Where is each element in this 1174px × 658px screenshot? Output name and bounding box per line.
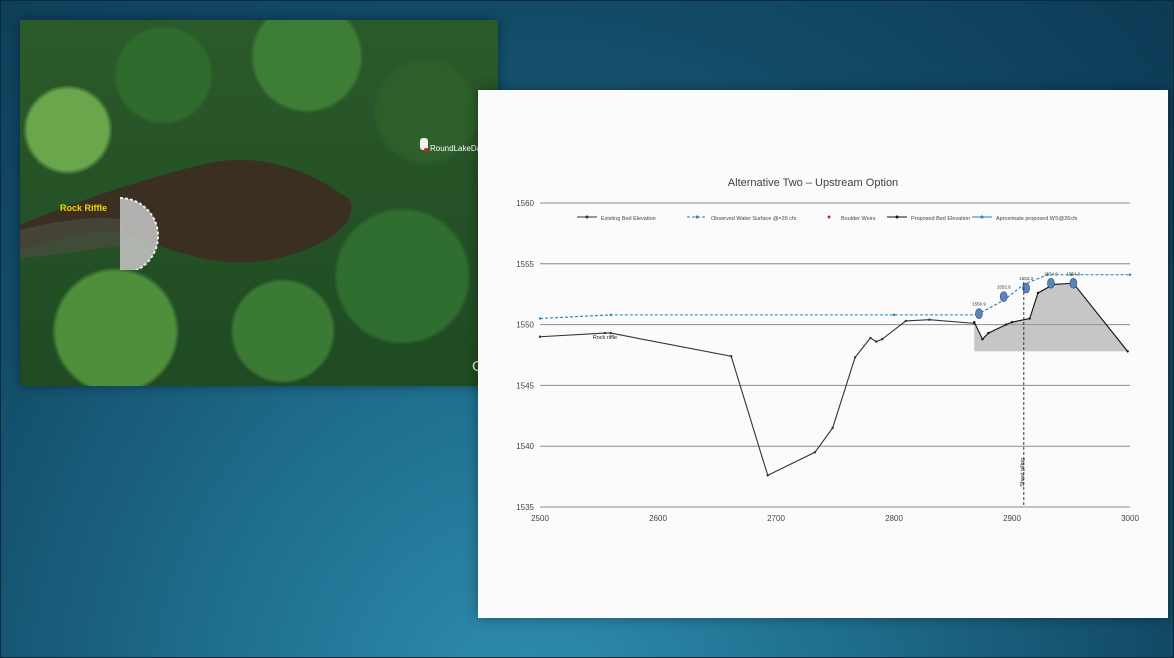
x-tick-label: 3000: [1121, 514, 1139, 523]
boulder-weir: [1069, 277, 1078, 289]
weir-label: 1554.0: [1044, 271, 1058, 276]
series-point: [538, 317, 542, 320]
series-line: [976, 274, 1130, 316]
weir-label: 1552.9: [997, 285, 1011, 290]
series-point: [766, 474, 769, 477]
series-point: [1036, 291, 1040, 295]
placemark-label: RoundLakeDam: [430, 144, 488, 153]
y-tick-label: 1550: [516, 321, 534, 330]
series-point: [875, 340, 878, 343]
weir-label: 1553.3: [1019, 276, 1033, 281]
river-shape: [20, 159, 352, 270]
chart-legend: Existing Bed Elevation Observed Water Sur…: [577, 215, 1078, 222]
chart-plot: 1550.9 1552.9 1553.3 1554.0 1554.0 Rock riffl…: [538, 271, 1132, 507]
series-point: [1128, 273, 1132, 276]
chart-title: Alternative Two – Upstream Option: [728, 177, 898, 189]
series-point: [928, 318, 931, 321]
chart-annotation: Sheet piling: [1020, 458, 1026, 487]
y-tick-label: 1545: [516, 381, 534, 390]
proposed-bed-fill: [974, 283, 1128, 352]
riffle-structure: [120, 198, 158, 270]
series-line: [973, 282, 1129, 352]
series-point: [831, 426, 834, 430]
series-point: [609, 313, 612, 317]
boulder-weir: [1022, 282, 1030, 294]
placemark-dot-icon: [424, 148, 428, 152]
series-point: [987, 331, 990, 335]
series-point: [609, 331, 612, 335]
series-point: [603, 331, 607, 335]
series-point: [973, 320, 976, 324]
series-point: [1004, 323, 1008, 326]
x-tick-label: 2600: [649, 514, 667, 523]
weir-label: 1554.0: [1066, 271, 1080, 276]
legend-entry: Boulder Weirs: [841, 216, 876, 222]
legend-marker-dot: [695, 215, 699, 219]
chart-grid: [540, 202, 1130, 508]
boulder-weir: [975, 308, 983, 319]
chart-ticks: 1535 1540 1545 1550 1555 1560 2500 2600 2700 2800…: [516, 199, 1139, 523]
series-point: [1028, 317, 1031, 320]
series-point: [853, 356, 857, 359]
x-tick-label: 2900: [1003, 514, 1021, 523]
x-tick-label: 2500: [531, 514, 549, 523]
legend-marker-dot: [895, 215, 899, 219]
aerial-photo: Rock Riffle RoundLakeDam Goo: [20, 20, 498, 386]
chart-panel: Alternative Two – Upstream Option Existi…: [478, 90, 1168, 618]
series-point: [981, 337, 984, 341]
legend-entry: Existing Bed Elevation: [601, 216, 656, 222]
x-tick-label: 2700: [767, 514, 785, 523]
weir-label: 1550.9: [972, 302, 986, 307]
series-point: [892, 313, 896, 317]
series-point: [538, 335, 542, 338]
series-point: [729, 355, 733, 358]
x-tick-label: 2800: [885, 514, 903, 523]
series-point: [881, 337, 884, 341]
series-point: [1126, 350, 1129, 353]
y-tick-label: 1540: [516, 442, 534, 451]
riffle-label: Rock Riffle: [60, 203, 108, 213]
series-line: [539, 319, 975, 477]
legend-marker: [827, 215, 831, 219]
y-tick-label: 1535: [516, 503, 534, 512]
y-tick-label: 1555: [516, 260, 534, 269]
y-tick-label: 1560: [516, 199, 534, 208]
legend-marker-dot: [980, 215, 984, 219]
elevation-chart: Alternative Two – Upstream Option Existi…: [516, 177, 1139, 523]
chart-annotation: Rock riffle: [593, 335, 617, 341]
series-line: [539, 314, 977, 320]
placemark-icon: [420, 138, 428, 150]
legend-marker-dot: [585, 215, 589, 219]
series-point: [869, 336, 872, 340]
legend-entry: Aproximate proposed WS@26cfs: [996, 216, 1078, 222]
series-point: [1069, 273, 1073, 276]
series-point: [904, 319, 907, 323]
boulder-weir: [999, 291, 1008, 302]
series-point: [813, 451, 817, 454]
series-point: [1010, 320, 1014, 324]
legend-entry: Proposed Bed Elevation: [911, 216, 970, 222]
series-point: [1046, 273, 1049, 276]
boulder-weir: [1047, 277, 1055, 289]
legend-entry: Observed Water Surface @=26 cfs: [711, 216, 797, 222]
